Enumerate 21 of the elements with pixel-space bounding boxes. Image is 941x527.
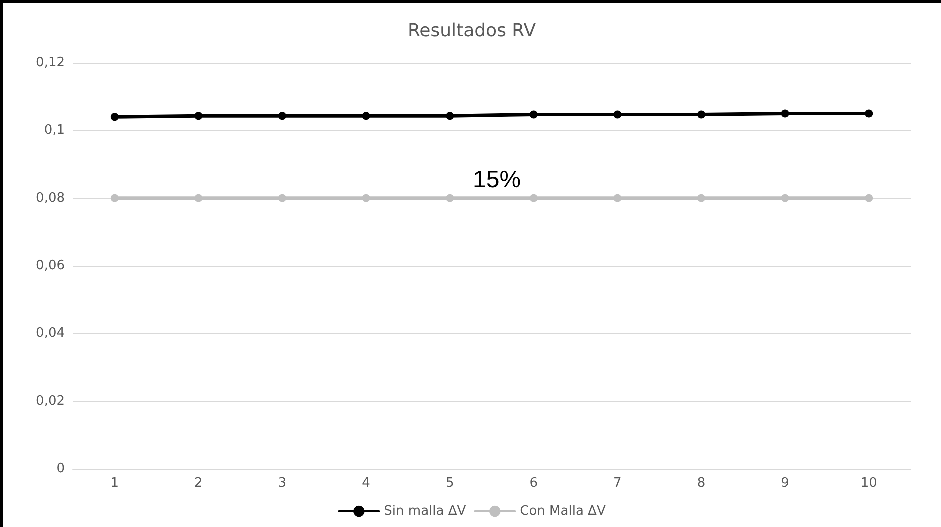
x-tick-label: 6: [530, 476, 538, 491]
x-tick-label: 7: [614, 476, 622, 491]
y-tick-label: 0,02: [36, 394, 65, 409]
y-tick-label: 0,12: [36, 56, 65, 70]
legend-label: Con Malla ΔV: [520, 504, 606, 519]
annotation: 15%: [473, 166, 522, 194]
x-tick-label: 10: [860, 476, 878, 491]
x-tick-label: 4: [362, 476, 370, 491]
x-tick-label: 1: [110, 476, 120, 491]
x-tick-label: 5: [446, 476, 454, 491]
y-tick-label: 0: [56, 462, 65, 476]
x-tick-label: 8: [697, 476, 706, 491]
y-tick-label: 0,04: [36, 326, 65, 342]
legend-label: Sin malla ΔV: [384, 504, 466, 519]
y-tick-label: 0,08: [36, 190, 65, 206]
x-tick-label: 9: [781, 476, 790, 491]
y-tick-label: 0,06: [36, 258, 65, 274]
y-tick-label: 0,1: [44, 123, 65, 138]
x-tick-label: 2: [194, 476, 203, 491]
chart-title: Resultados RV: [408, 20, 537, 42]
x-tick-label: 3: [278, 476, 287, 491]
